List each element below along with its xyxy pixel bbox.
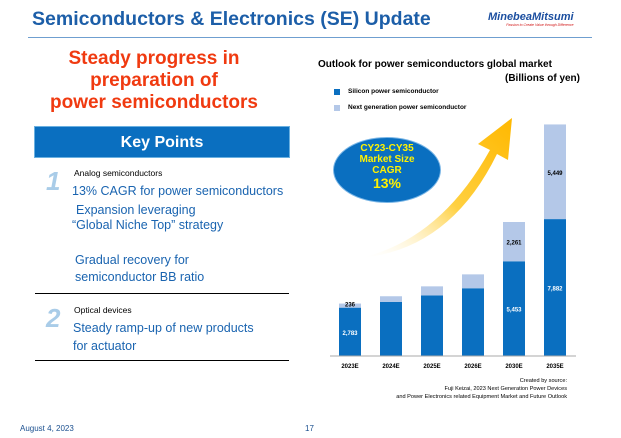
data-label: 2,783 [342, 331, 358, 337]
section-number: 1 [46, 166, 61, 196]
chart-title: Outlook for power semiconductors global … [318, 59, 552, 70]
data-label: 5,449 [547, 171, 563, 177]
x-tick-label: 2030E [505, 364, 522, 370]
section-category: Optical devices [74, 305, 132, 315]
x-tick-label: 2026E [464, 364, 481, 370]
legend-swatch-silicon [334, 89, 340, 95]
footer-date: August 4, 2023 [20, 424, 74, 433]
section-divider [35, 360, 289, 361]
key-point: Steady ramp-up of new products [73, 321, 254, 335]
cagr-callout: CY23-CY35 Market Size CAGR 13% [333, 137, 441, 203]
legend-label: Next generation power semiconductor [348, 104, 467, 111]
bar-silicon-2030E [503, 261, 525, 356]
bar-next-gen-2035E [544, 124, 566, 220]
headline-line: Steady progress in [68, 48, 240, 69]
headline-line: power semiconductors [50, 92, 258, 113]
x-tick-label: 2024E [382, 364, 399, 370]
section-category: Analog semiconductors [74, 168, 163, 178]
page-number: 17 [305, 424, 314, 433]
chart-unit: (Billions of yen) [505, 73, 580, 84]
section-number: 2 [46, 303, 61, 333]
key-point: semiconductor BB ratio [75, 270, 205, 284]
source-line: Created by source: [519, 378, 567, 384]
key-point: “Global Niche Top” strategy [72, 218, 224, 232]
data-label: 2,261 [506, 241, 522, 247]
callout-line: CAGR [372, 165, 402, 176]
source-line: and Power Electronics related Equipment … [396, 394, 567, 400]
bar-silicon-2025E [421, 295, 443, 356]
headline: Steady progress in preparation of power … [34, 48, 274, 114]
data-label: 5,453 [506, 308, 522, 314]
bar-silicon-2026E [462, 288, 484, 356]
key-point: Gradual recovery for [75, 253, 189, 267]
bar-silicon-2024E [380, 301, 402, 356]
section-divider [35, 293, 289, 294]
key-point: for actuator [73, 339, 137, 353]
key-point: 13% CAGR for power semiconductors [72, 184, 284, 198]
callout-line: CY23-CY35 [360, 143, 414, 154]
bar-next-gen-2025E [421, 286, 443, 296]
bar-next-gen-2030E [503, 222, 525, 262]
key-points-header: Key Points [34, 126, 290, 158]
company-logo: MinebeaMitsumi Passion to Create Value t… [488, 11, 574, 27]
source-line: Fuji Keizai, 2023 Next Generation Power … [444, 386, 568, 392]
x-tick-label: 2035E [546, 364, 563, 370]
key-point: Expansion leveraging [76, 203, 196, 217]
bar-next-gen-2026E [462, 274, 484, 289]
x-tick-label: 2023E [341, 364, 358, 370]
legend-label: Silicon power semiconductor [348, 88, 439, 95]
bar-silicon-2023E [339, 307, 361, 356]
growth-arrow-icon [360, 118, 512, 258]
logo-tagline: Passion to Create Value through Differen… [506, 23, 574, 27]
logo-name: MinebeaMitsumi [488, 11, 574, 23]
bar-next-gen-2023E [339, 303, 361, 308]
title-divider [28, 37, 592, 38]
legend-swatch-next-gen [334, 105, 340, 111]
bar-next-gen-2024E [380, 296, 402, 302]
x-tick-label: 2025E [423, 364, 440, 370]
data-label: 7,882 [547, 287, 563, 293]
headline-line: preparation of [90, 70, 218, 91]
callout-line: Market Size [359, 154, 415, 165]
callout-value: 13% [372, 175, 402, 191]
page-title: Semiconductors & Electronics (SE) Update [32, 8, 431, 30]
data-label: 236 [345, 303, 356, 309]
bar-silicon-2035E [544, 219, 566, 356]
